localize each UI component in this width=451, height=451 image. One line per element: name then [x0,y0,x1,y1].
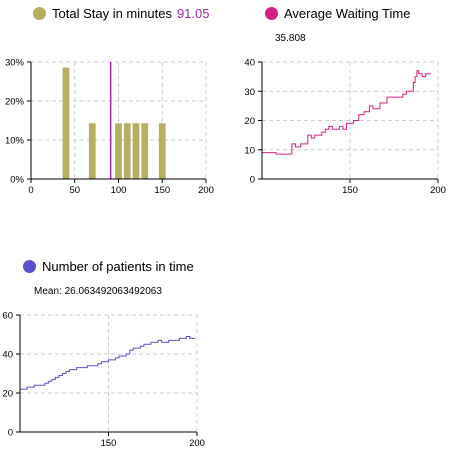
avg-wait-color-dot [265,7,278,20]
x-tick-label: 150 [154,185,170,196]
histogram-bar [141,123,149,179]
avg-wait-legend: Average Waiting Time [265,6,410,21]
total-stay-value: 91.05 [176,6,210,21]
y-tick-label: 20 [2,389,13,400]
histogram-bar [158,123,166,179]
y-tick-label: 10 [244,145,255,156]
total-stay-legend: Total Stay in minutes 91.05 [33,6,210,21]
patients-label: Number of patients in time [42,259,194,274]
x-tick-label: 200 [430,185,446,196]
y-tick-label: 0% [10,175,24,186]
x-tick-label: 0 [28,185,33,196]
series-line [20,335,196,390]
patients-color-dot [23,260,36,273]
y-tick-label: 30 [244,87,255,98]
y-tick-label: 20% [5,97,25,108]
histogram-bar [115,123,122,179]
x-tick-label: 150 [342,185,358,196]
histogram-bar [88,123,96,179]
avg-wait-label: Average Waiting Time [284,6,411,21]
y-tick-label: 20 [244,116,255,127]
histogram-bar [132,123,140,179]
patients-mean: Mean: 26.063492063492063 [34,286,162,297]
x-tick-label: 50 [69,185,80,196]
x-tick-label: 200 [189,438,205,449]
total-stay-label: Total Stay in minutes [52,6,172,21]
x-tick-label: 100 [111,185,127,196]
patients-legend: Number of patients in time [23,259,194,274]
series-line [262,70,431,155]
histogram-bar [62,67,70,179]
y-tick-label: 40 [244,58,255,69]
y-tick-label: 60 [2,311,13,322]
y-tick-label: 30% [5,58,25,69]
y-tick-label: 0 [250,175,255,186]
x-tick-label: 150 [101,438,117,449]
y-tick-label: 40 [2,350,13,361]
total-stay-color-dot [33,7,46,20]
y-tick-label: 0 [8,428,13,439]
x-tick-label: 200 [198,185,214,196]
y-tick-label: 10% [5,136,25,147]
histogram-bar [123,123,131,179]
avg-wait-value: 35.808 [275,33,306,44]
